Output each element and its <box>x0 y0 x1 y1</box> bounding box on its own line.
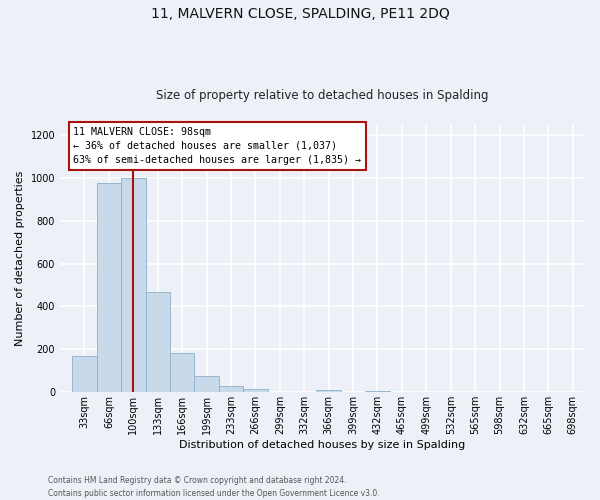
Text: Contains HM Land Registry data © Crown copyright and database right 2024.
Contai: Contains HM Land Registry data © Crown c… <box>48 476 380 498</box>
Bar <box>121 178 146 392</box>
Bar <box>170 352 194 393</box>
Bar <box>365 390 389 392</box>
Bar <box>194 376 219 392</box>
Bar <box>97 183 121 392</box>
Bar <box>146 292 170 392</box>
Bar <box>316 390 341 392</box>
Text: 11, MALVERN CLOSE, SPALDING, PE11 2DQ: 11, MALVERN CLOSE, SPALDING, PE11 2DQ <box>151 8 449 22</box>
Bar <box>243 389 268 392</box>
Text: 11 MALVERN CLOSE: 98sqm
← 36% of detached houses are smaller (1,037)
63% of semi: 11 MALVERN CLOSE: 98sqm ← 36% of detache… <box>73 126 361 166</box>
Y-axis label: Number of detached properties: Number of detached properties <box>15 170 25 346</box>
X-axis label: Distribution of detached houses by size in Spalding: Distribution of detached houses by size … <box>179 440 466 450</box>
Bar <box>219 386 243 392</box>
Title: Size of property relative to detached houses in Spalding: Size of property relative to detached ho… <box>156 89 489 102</box>
Bar <box>72 356 97 393</box>
